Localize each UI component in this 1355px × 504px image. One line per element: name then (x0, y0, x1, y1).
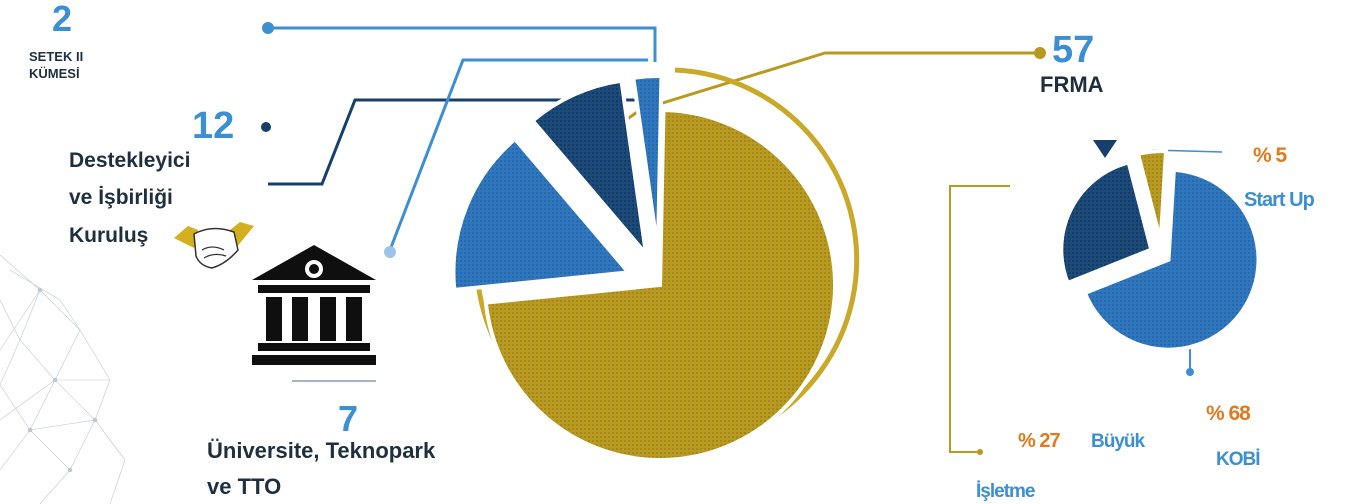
uni-value: 7 (338, 398, 358, 439)
buyuk-label-line2: İşletme (976, 481, 1035, 502)
kobi-label: KOBİ (1216, 449, 1260, 470)
main-pie (451, 74, 837, 462)
pie-slice-destek (451, 136, 633, 293)
firma-dot (1034, 47, 1046, 59)
setek-label-line1: SETEK II (29, 49, 83, 64)
firma-label: FRMA (1040, 72, 1104, 97)
buyuk-label-line1: Büyük (1091, 431, 1146, 452)
pie-slice-buyuk (1059, 160, 1154, 286)
destek-connector (268, 98, 640, 186)
handshake-icon (174, 222, 254, 269)
kobi-pct: % 68 (1206, 402, 1251, 425)
uni-label-line2: ve TTO (207, 474, 281, 499)
destek-dot (261, 122, 271, 132)
pie-slice-kobi (1082, 167, 1261, 352)
startup-pct: % 5 (1253, 144, 1288, 167)
university-building-icon (252, 245, 376, 382)
firma-value: 57 (1052, 29, 1094, 71)
setek-dot (262, 22, 274, 34)
setek-label-line2: KÜMESİ (29, 66, 80, 81)
uni-label-line1: Üniversite, Teknopark (207, 438, 436, 463)
destek-label-line1: Destekleyici (69, 149, 190, 172)
pie-slice-frma (483, 107, 837, 462)
destek-label-line3: Kuruluş (69, 224, 148, 247)
pie-slice-uni (529, 78, 649, 261)
buyuk-dot (977, 449, 983, 455)
pie-slice-setek (631, 74, 664, 252)
buyuk-connector (949, 185, 1010, 453)
destek-label-line2: ve İşbirliği (69, 186, 173, 209)
uni-dot (384, 246, 396, 258)
network-sphere-decoration (0, 254, 126, 504)
kobi-dot (1186, 368, 1194, 376)
uni-connector (388, 58, 648, 251)
setek-connector (268, 26, 657, 62)
triangle-marker-icon (1093, 140, 1117, 158)
destek-value: 12 (192, 105, 234, 147)
pie-slice-startup (1135, 149, 1169, 242)
sub-pie (1059, 149, 1261, 352)
setek-value: 2 (52, 0, 72, 39)
buyuk-pct: % 27 (1018, 430, 1060, 452)
startup-label: Start Up (1244, 189, 1315, 211)
